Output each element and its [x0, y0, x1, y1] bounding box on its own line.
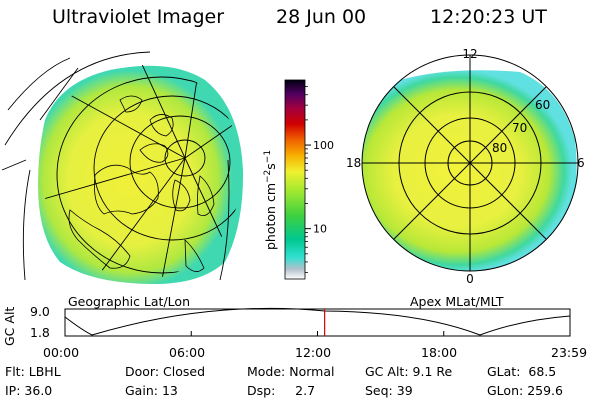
time-tick-0000: 00:00 [43, 345, 80, 360]
status-gain: Gain: 13 [125, 383, 178, 398]
coastlines [68, 95, 215, 272]
color-scale-unit: photon cm−2s−1 [263, 150, 278, 250]
time-tick-2359: 23:59 [551, 345, 588, 360]
aurora-image-geo [38, 65, 244, 285]
status-dsp: Dsp: 2.7 [247, 383, 316, 398]
color-scale-bar [284, 79, 306, 280]
mlt-label-midnight: 0 [466, 272, 474, 286]
altitude-timeline [64, 307, 571, 337]
instrument-title: Ultraviolet Imager [52, 6, 225, 28]
altitude-ytick-min: 1.8 [30, 325, 50, 340]
mlt-label-noon: 12 [462, 47, 477, 61]
status-mode: Mode: Normal [247, 364, 335, 379]
status-glat: GLat: 68.5 [487, 364, 557, 379]
color-scale-ticks: 100 10 [305, 86, 334, 273]
altitude-ytick-max: 9.0 [30, 304, 50, 319]
mlt-label-dusk: 18 [346, 156, 361, 170]
color-scale-tick-label: 10 [313, 223, 327, 236]
mlat-label-70: 70 [512, 121, 527, 135]
mlat-label-80: 80 [492, 141, 507, 155]
apex-label: Apex MLat/MLT [410, 294, 504, 309]
time-tick-0600: 06:00 [169, 345, 206, 360]
status-seq: Seq: 39 [365, 383, 413, 398]
time-tick-1800: 18:00 [421, 345, 458, 360]
mlt-label-dawn: 6 [577, 156, 585, 170]
color-scale-tick-label: 100 [313, 139, 334, 152]
altitude-ylabel: GC Alt [2, 306, 17, 346]
time-tick-1200: 12:00 [295, 345, 332, 360]
altitude-xticks [64, 331, 571, 336]
geographic-label: Geographic Lat/Lon [68, 294, 190, 309]
status-glon: GLon: 259.6 [487, 383, 563, 398]
apex-polar-map: 12 18 6 0 60 70 80 [346, 47, 585, 286]
status-filter: Flt: LBHL [5, 364, 61, 379]
image-date: 28 Jun 00 [276, 6, 367, 28]
status-ip: IP: 36.0 [5, 383, 53, 398]
status-door: Door: Closed [125, 364, 206, 379]
geographic-map [1, 51, 244, 285]
status-gc-alt: GC Alt: 9.1 Re [365, 364, 453, 379]
outer-latitude-arcs [1, 51, 230, 281]
image-time: 12:20:23 UT [430, 6, 547, 28]
mlat-label-60: 60 [535, 98, 550, 112]
